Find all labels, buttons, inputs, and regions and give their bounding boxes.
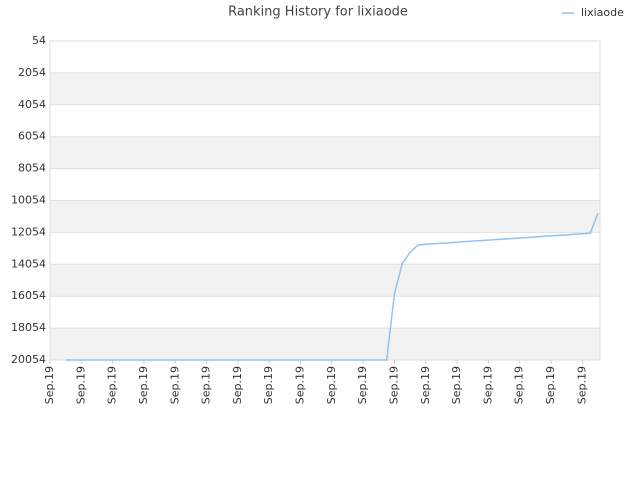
grid-band [50,328,600,360]
x-tick-label: Sep.19 [544,366,557,404]
y-tick-label: 2054 [18,66,46,79]
grid-band [50,72,600,105]
x-tick-label: Sep.19 [481,366,494,404]
y-tick-label: 6054 [18,130,46,143]
x-tick-label: Sep.19 [450,366,463,404]
x-tick-label: Sep.19 [513,366,526,404]
x-tick-label: Sep.19 [262,366,275,404]
x-tick-label: Sep.19 [356,366,369,404]
y-tick-label: 54 [32,34,46,47]
x-tick-label: Sep.19 [231,366,244,404]
x-tick-label: Sep.19 [168,366,181,404]
x-tick-label: Sep.19 [419,366,432,404]
y-tick-label: 8054 [18,162,46,175]
y-tick-label: 16054 [11,289,46,302]
grid-band [50,136,600,169]
x-tick-label: Sep.19 [387,366,400,404]
x-tick-label: Sep.19 [294,366,307,404]
y-tick-label: 20054 [11,353,46,366]
legend-label: lixiaode [581,6,624,19]
x-tick-label: Sep.19 [137,366,150,404]
y-tick-label: 18054 [11,321,46,334]
y-tick-label: 14054 [11,257,46,270]
x-tick-label: Sep.19 [43,366,56,404]
x-tick-label: Sep.19 [106,366,119,404]
y-tick-label: 12054 [11,225,46,238]
series-line [65,212,599,361]
y-tick-label: 4054 [18,98,46,111]
y-tick-label: 10054 [11,194,46,207]
x-tick-label: Sep.19 [575,366,588,404]
x-tick-label: Sep.19 [325,366,338,404]
x-tick-label: Sep.19 [74,366,87,404]
grid-band [50,264,600,297]
grid-band [50,200,600,233]
x-tick-label: Sep.19 [200,366,213,404]
chart-title: Ranking History for lixiaode [228,5,408,20]
